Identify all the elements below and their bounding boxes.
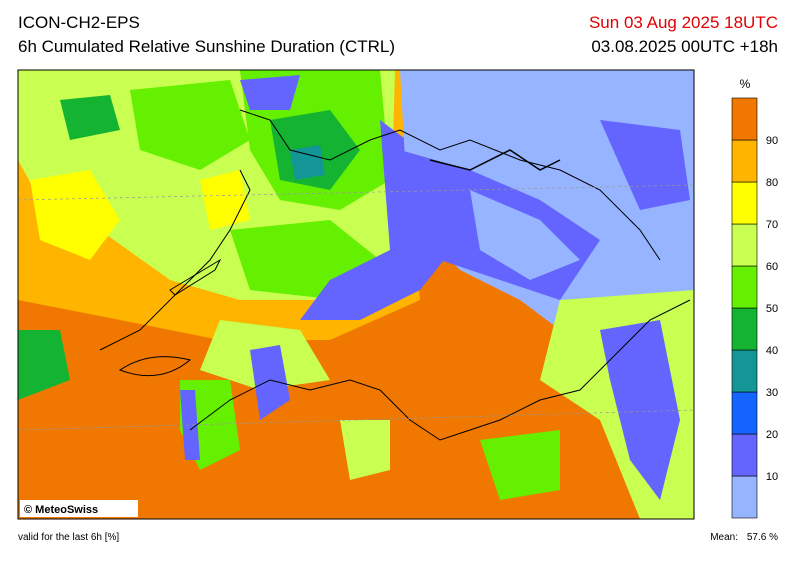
grid-line	[18, 184, 694, 201]
legend-swatch	[731, 307, 758, 351]
lake-outline	[169, 258, 222, 296]
sunshine-area	[18, 330, 70, 400]
legend-swatch	[731, 223, 758, 267]
border-line	[239, 109, 661, 261]
legend-swatch	[731, 349, 758, 393]
legend-swatch	[731, 181, 758, 225]
legend-swatch	[731, 433, 758, 477]
legend-tick-label: 20	[766, 429, 778, 441]
legend-tick-label: 50	[766, 303, 778, 315]
legend-tick-label: 90	[766, 135, 778, 147]
sunshine-area	[600, 120, 690, 210]
sunshine-area	[30, 170, 120, 260]
sunshine-area	[480, 430, 560, 500]
legend-tick-label: 80	[766, 177, 778, 189]
legend-swatch	[731, 97, 758, 141]
sunshine-area	[130, 80, 250, 170]
borders	[99, 109, 691, 441]
footer-note: valid for the last 6h [%]	[18, 532, 119, 543]
legend-swatch	[731, 391, 758, 435]
legend-swatch	[731, 475, 758, 519]
legend-tick-label: 60	[766, 261, 778, 273]
lake-outline	[118, 356, 192, 377]
sunshine-area	[240, 75, 300, 110]
mean-value: 57.6 %	[747, 532, 778, 543]
legend-tick-label: 40	[766, 345, 778, 357]
graticule	[18, 184, 694, 431]
product-title: 6h Cumulated Relative Sunshine Duration …	[18, 37, 395, 56]
legend: 10 20 30 40 50 60 70 80 90	[731, 97, 778, 519]
legend-unit: %	[740, 77, 751, 91]
credit-box	[20, 500, 138, 517]
sunshine-area	[180, 390, 200, 460]
sunshine-area	[290, 145, 325, 180]
map	[18, 70, 694, 519]
run-time: 03.08.2025 00UTC +18h	[591, 37, 778, 56]
sunshine-area	[60, 95, 120, 140]
sunshine-area	[250, 345, 290, 420]
lake-outline	[429, 149, 561, 171]
grid-line	[18, 409, 694, 431]
credit: © MeteoSwiss	[24, 504, 98, 516]
legend-tick-label: 10	[766, 471, 778, 483]
border-line	[99, 169, 251, 351]
sunshine-area	[470, 190, 580, 280]
mean-label: Mean:	[710, 532, 738, 543]
legend-tick-label: 30	[766, 387, 778, 399]
model-name: ICON-CH2-EPS	[18, 13, 140, 32]
sunshine-area	[340, 420, 390, 480]
valid-time: Sun 03 Aug 2025 18UTC	[589, 13, 778, 32]
map-frame	[17, 69, 695, 520]
legend-tick-label: 70	[766, 219, 778, 231]
sunshine-area	[600, 320, 680, 500]
legend-swatch	[731, 139, 758, 183]
border-line	[189, 299, 691, 441]
legend-swatch	[731, 265, 758, 309]
